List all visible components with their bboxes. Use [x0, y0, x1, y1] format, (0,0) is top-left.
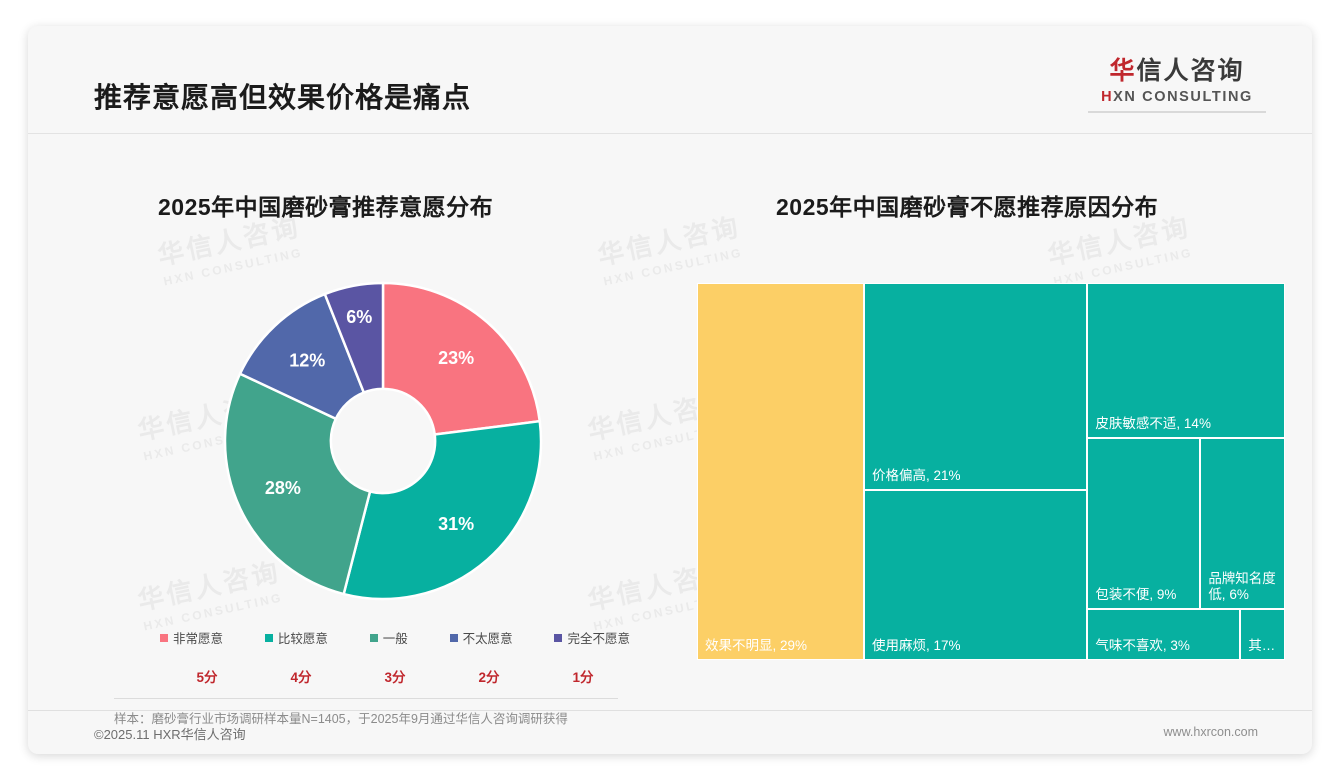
legend-item[interactable]: 非常愿意 — [160, 628, 223, 647]
score-label: 4分 — [290, 670, 312, 685]
legend-item[interactable]: 完全不愿意 — [554, 628, 630, 647]
logo-underline — [1088, 111, 1266, 114]
legend-swatch-icon — [554, 633, 563, 642]
legend-item-label: 比较愿意 — [277, 632, 328, 646]
slide-header: 推荐意愿高但效果价格是痛点 华信人咨询 HXN CONSULTING — [28, 26, 1312, 134]
slide-card: 推荐意愿高但效果价格是痛点 华信人咨询 HXN CONSULTING 华信人咨询… — [28, 26, 1312, 754]
donut-slice[interactable] — [381, 281, 542, 436]
footnote-divider — [114, 698, 618, 699]
legend-item[interactable]: 不太愿意 — [449, 628, 513, 647]
legend-item[interactable]: 比较愿意 — [264, 628, 328, 647]
legend-swatch-icon — [449, 633, 458, 642]
treemap-cell-label: 品牌知名度低, 6% — [1208, 571, 1276, 603]
footer-copyright: ©2025.11 HXR华信人咨询 — [94, 727, 246, 742]
footnote-text: 样本：磨砂膏行业市场调研样本量N=1405，于2025年9月通过华信人咨询调研获… — [114, 712, 568, 726]
recommendation-willingness-donut-chart: 23% 31% 28% 12% 6% — [210, 276, 556, 606]
score-label: 2分 — [478, 670, 500, 685]
treemap-cell[interactable]: 价格偏高, 21% — [863, 283, 1088, 491]
unwilling-reasons-treemap-chart: 效果不明显, 29% 价格偏高, 21% 使用麻烦, 17% 皮肤敏感不适, 14% 包… — [697, 283, 1285, 660]
treemap-cell-label: 效果不明显, 29% — [705, 638, 808, 654]
donut-slice-label: 23% — [438, 348, 474, 368]
watermark: 华信人咨询 HXN CONSULTING — [594, 207, 747, 289]
treemap-cell-label: 气味不喜欢, 3% — [1095, 638, 1190, 654]
treemap-cell-label: 价格偏高, 21% — [871, 468, 961, 484]
legend-item-label: 完全不愿意 — [567, 632, 630, 646]
footer-website[interactable]: www.hxrcon.com — [1163, 725, 1258, 739]
treemap-cell[interactable]: 品牌知名度低, 6% — [1200, 437, 1285, 610]
treemap-cell-label: 皮肤敏感不适, 14% — [1095, 415, 1211, 431]
legend-swatch-icon — [160, 633, 168, 642]
treemap-cell[interactable]: 皮肤敏感不适, 14% — [1087, 283, 1285, 438]
legend-item[interactable]: 一般 — [369, 628, 408, 647]
logo-cn-rest: 信人咨询 — [1136, 57, 1245, 85]
donut-legend: 非常愿意 比较愿意 一般 不太愿意 完全不愿意 — [160, 628, 630, 647]
legend-item-label: 不太愿意 — [462, 632, 513, 646]
legend-swatch-icon — [369, 633, 378, 642]
treemap-cell[interactable]: 包装不便, 9% — [1087, 437, 1201, 610]
legend-item-label: 非常愿意 — [173, 632, 224, 646]
treemap-cell[interactable]: 使用麻烦, 17% — [863, 490, 1088, 660]
treemap-cell[interactable]: 效果不明显, 29% — [697, 283, 864, 660]
company-logo: 华信人咨询 HXN CONSULTING — [1088, 58, 1266, 114]
watermark-cn: 华信人咨询 — [595, 211, 744, 271]
right-chart-title: 2025年中国磨砂膏不愿推荐原因分布 — [776, 194, 1159, 220]
logo-english-text: HXN CONSULTING — [1088, 89, 1266, 105]
treemap-cell[interactable]: 气味不喜欢, 3% — [1087, 609, 1241, 660]
treemap-cell-label: 使用麻烦, 17% — [871, 638, 961, 654]
treemap-cell-label: 其… — [1248, 638, 1276, 654]
legend-item-label: 一般 — [382, 632, 408, 646]
donut-svg: 23% 31% 28% 12% 6% — [223, 281, 543, 601]
donut-slice-label: 12% — [289, 350, 325, 370]
slide-footer: ©2025.11 HXR华信人咨询 www.hxrcon.com — [28, 710, 1312, 754]
watermark-en: HXN CONSULTING — [602, 245, 745, 289]
donut-slice[interactable] — [223, 372, 372, 596]
logo-chinese-text: 华信人咨询 — [1088, 58, 1266, 84]
donut-score-row: 5分 4分 3分 2分 1分 — [160, 666, 630, 686]
score-label: 5分 — [196, 670, 218, 685]
donut-slice[interactable] — [342, 419, 543, 601]
donut-slice[interactable] — [323, 281, 385, 395]
score-label: 3分 — [384, 670, 406, 685]
legend-swatch-icon — [264, 633, 273, 642]
score-label: 1分 — [572, 670, 594, 685]
donut-slice[interactable] — [238, 292, 366, 421]
logo-en-accent: H — [1101, 89, 1114, 106]
page-title: 推荐意愿高但效果价格是痛点 — [94, 82, 472, 113]
watermark-en: HXN CONSULTING — [1052, 245, 1195, 289]
left-chart-title: 2025年中国磨砂膏推荐意愿分布 — [158, 194, 494, 220]
logo-cn-accent: 华 — [1109, 57, 1137, 85]
treemap-cell-label: 包装不便, 9% — [1095, 587, 1177, 603]
donut-slice-label: 31% — [438, 514, 474, 534]
donut-slice-label: 28% — [265, 478, 301, 498]
logo-en-rest: XN CONSULTING — [1113, 89, 1253, 106]
treemap-cell[interactable]: 其… — [1240, 609, 1285, 660]
donut-slice-label: 6% — [346, 307, 372, 327]
